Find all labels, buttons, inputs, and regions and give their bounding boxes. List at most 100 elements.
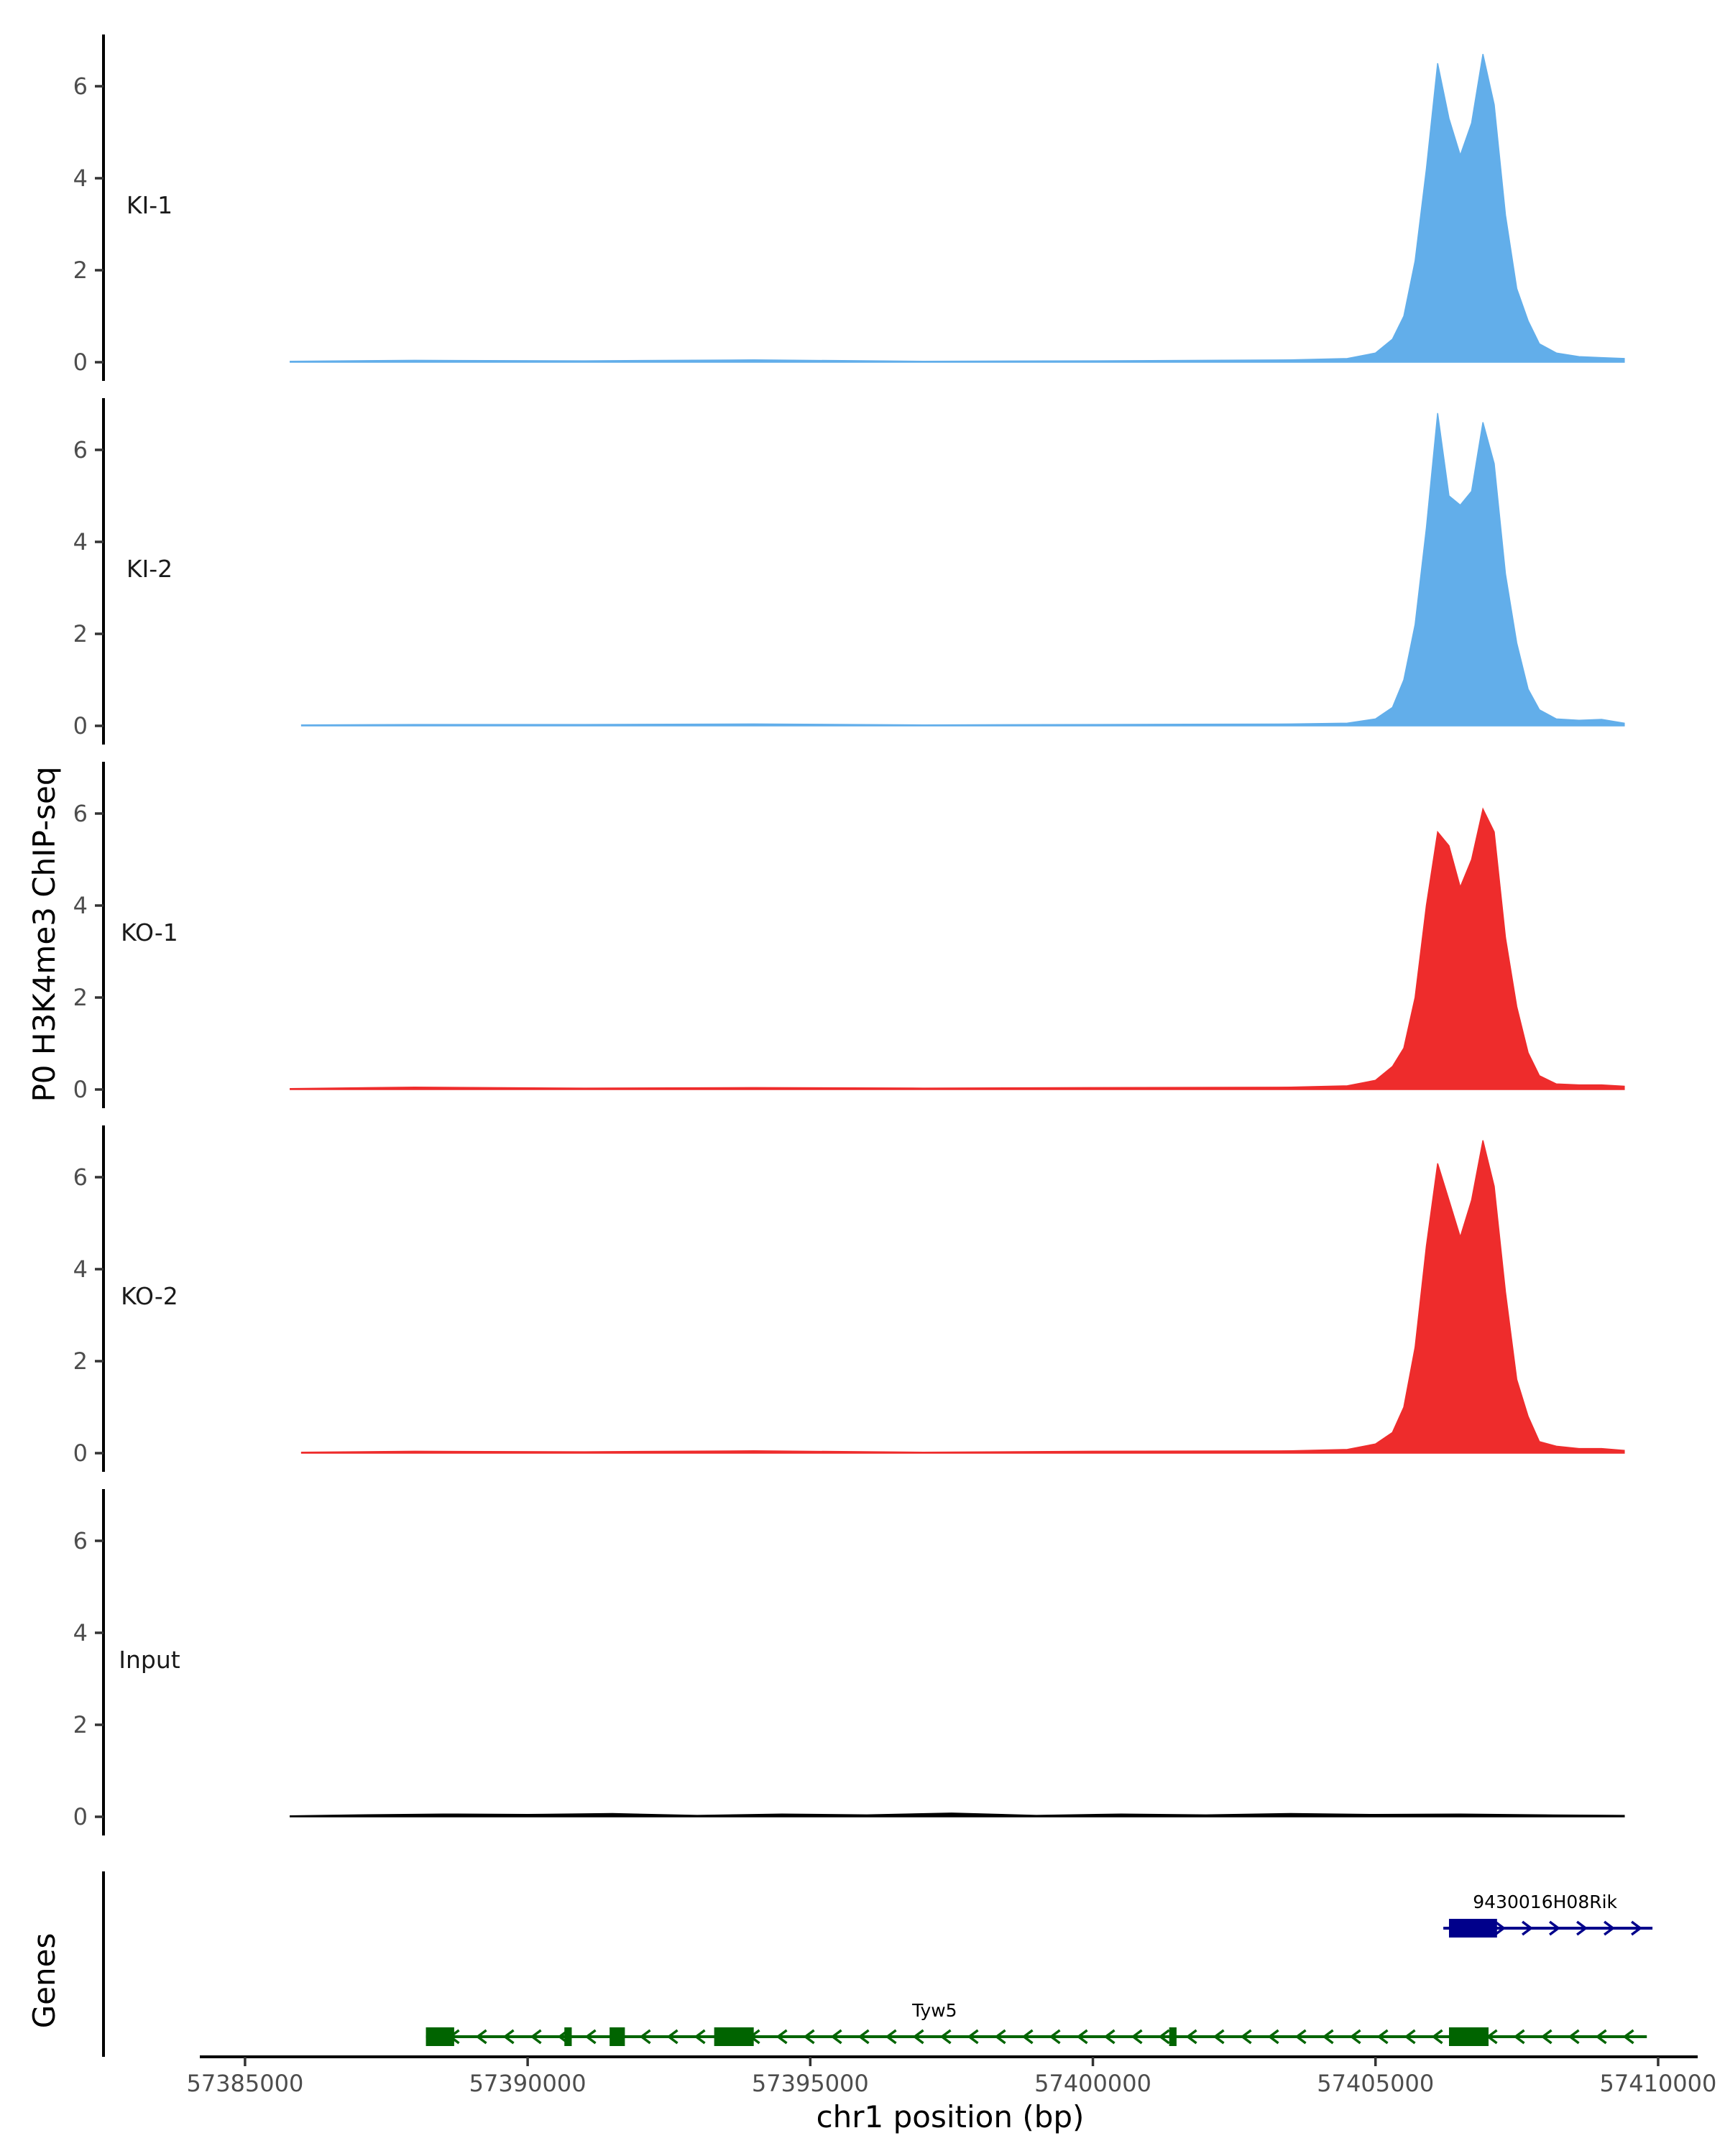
strand-arrow <box>1267 2029 1279 2045</box>
strand-arrow <box>1240 2029 1252 2045</box>
y-tick-label: 2 <box>73 257 88 284</box>
strand-arrow <box>1431 2029 1443 2045</box>
strand-arrow <box>1322 2029 1334 2045</box>
strand-arrow <box>1576 1920 1588 1936</box>
exon <box>1169 2027 1177 2046</box>
signal-area <box>290 1812 1625 1818</box>
y-tick-label: 4 <box>73 1256 88 1283</box>
strand-arrow <box>1631 1920 1643 1936</box>
strand-arrow <box>1595 2029 1607 2045</box>
y-tick-label: 2 <box>73 984 88 1011</box>
x-tick-label: 57405000 <box>1317 2070 1434 2097</box>
gene-tyw5: Tyw5 <box>426 2000 1647 2046</box>
gene-9430016h08rik: 9430016H08Rik <box>1443 1892 1653 1938</box>
strand-arrow <box>885 2029 897 2045</box>
track-label: KO-2 <box>121 1282 178 1310</box>
strand-arrow <box>830 2029 842 2045</box>
x-tick-label: 57385000 <box>186 2070 303 2097</box>
strand-arrow <box>1568 2029 1580 2045</box>
exon <box>610 2027 625 2046</box>
strand-arrow <box>939 2029 952 2045</box>
y-tick-label: 2 <box>73 1348 88 1375</box>
strand-arrow <box>1185 2029 1197 2045</box>
y-tick-label: 6 <box>73 1527 88 1554</box>
strand-arrow <box>1513 2029 1525 2045</box>
y-tick-label: 4 <box>73 528 88 556</box>
y-tick-label: 6 <box>73 1164 88 1191</box>
strand-arrow <box>1540 2029 1552 2045</box>
strand-arrow <box>584 2029 597 2045</box>
x-tick-label: 57410000 <box>1600 2070 1717 2097</box>
strand-arrow <box>1494 1920 1506 1936</box>
track-label: Input <box>119 1646 180 1674</box>
y-tick-label: 0 <box>73 349 88 376</box>
strand-arrow <box>1604 1920 1616 1936</box>
strand-arrow <box>1103 2029 1116 2045</box>
exon <box>1448 2027 1489 2046</box>
x-tick-label: 57400000 <box>1034 2070 1151 2097</box>
track-ki-1: 0 2 4 6 KI-1 <box>73 34 1625 381</box>
signal-tracks: 0 2 4 6 KI-1 0 2 4 6 KI-2 0 2 4 6 KO-1 0 2 4 6 KO-2 0 2 4 6 Inpu… <box>73 34 1625 1835</box>
strand-arrow <box>530 2029 542 2045</box>
y-tick-label: 4 <box>73 165 88 192</box>
strand-arrow <box>1294 2029 1307 2045</box>
signal-area <box>290 54 1625 363</box>
exon <box>564 2027 572 2046</box>
exon <box>1448 1919 1497 1938</box>
track-ko-1: 0 2 4 6 KO-1 <box>73 762 1625 1108</box>
strand-arrow <box>1076 2029 1088 2045</box>
track-label: KI-1 <box>126 191 172 219</box>
track-input: 0 2 4 6 Input <box>73 1489 1625 1835</box>
gene-label: Tyw5 <box>911 2000 957 2021</box>
track-label: KI-2 <box>126 555 172 583</box>
y-tick-label: 6 <box>73 800 88 827</box>
strand-arrow <box>994 2029 1006 2045</box>
x-axis-title: chr1 position (bp) <box>816 2099 1085 2134</box>
strand-arrow <box>1158 2029 1170 2045</box>
track-ko-2: 0 2 4 6 KO-2 <box>73 1125 1625 1472</box>
exon <box>714 2027 754 2046</box>
y-tick-label: 0 <box>73 712 88 740</box>
strand-arrow <box>1522 1920 1534 1936</box>
strand-arrow <box>912 2029 924 2045</box>
genes-panel-title: Genes <box>27 1933 62 2029</box>
y-tick-label: 6 <box>73 73 88 100</box>
y-tick-label: 4 <box>73 892 88 919</box>
strand-arrow <box>967 2029 979 2045</box>
signal-area <box>300 413 1625 727</box>
y-axis-title: P0 H3K4me3 ChIP-seq <box>27 766 62 1102</box>
signal-area <box>290 807 1625 1090</box>
y-tick-label: 6 <box>73 436 88 464</box>
y-tick-label: 0 <box>73 1076 88 1103</box>
strand-arrow <box>1049 2029 1061 2045</box>
y-tick-label: 2 <box>73 1711 88 1738</box>
x-tick-label: 57390000 <box>469 2070 586 2097</box>
x-tick-label: 57395000 <box>752 2070 869 2097</box>
strand-arrow <box>1622 2029 1634 2045</box>
exon <box>426 2027 454 2046</box>
strand-arrow <box>1021 2029 1034 2045</box>
strand-arrow <box>1376 2029 1389 2045</box>
strand-arrow <box>776 2029 788 2045</box>
strand-arrow <box>666 2029 678 2045</box>
strand-arrow <box>1549 1920 1561 1936</box>
track-label: KO-1 <box>121 918 178 946</box>
track-ki-2: 0 2 4 6 KI-2 <box>73 398 1625 745</box>
strand-arrow <box>1349 2029 1361 2045</box>
strand-arrow <box>694 2029 706 2045</box>
y-tick-label: 0 <box>73 1803 88 1830</box>
strand-arrow <box>803 2029 815 2045</box>
y-tick-label: 0 <box>73 1439 88 1467</box>
strand-arrow <box>475 2029 487 2045</box>
gene-label: 9430016H08Rik <box>1473 1892 1617 1912</box>
strand-arrow <box>502 2029 515 2045</box>
strand-arrow <box>1213 2029 1225 2045</box>
strand-arrow <box>1131 2029 1143 2045</box>
strand-arrow <box>1404 2029 1416 2045</box>
strand-arrow <box>857 2029 870 2045</box>
strand-arrow <box>639 2029 651 2045</box>
y-tick-label: 2 <box>73 620 88 648</box>
x-axis: 57385000 57390000 57395000 57400000 57405000… <box>186 2055 1717 2097</box>
signal-area <box>300 1140 1625 1454</box>
